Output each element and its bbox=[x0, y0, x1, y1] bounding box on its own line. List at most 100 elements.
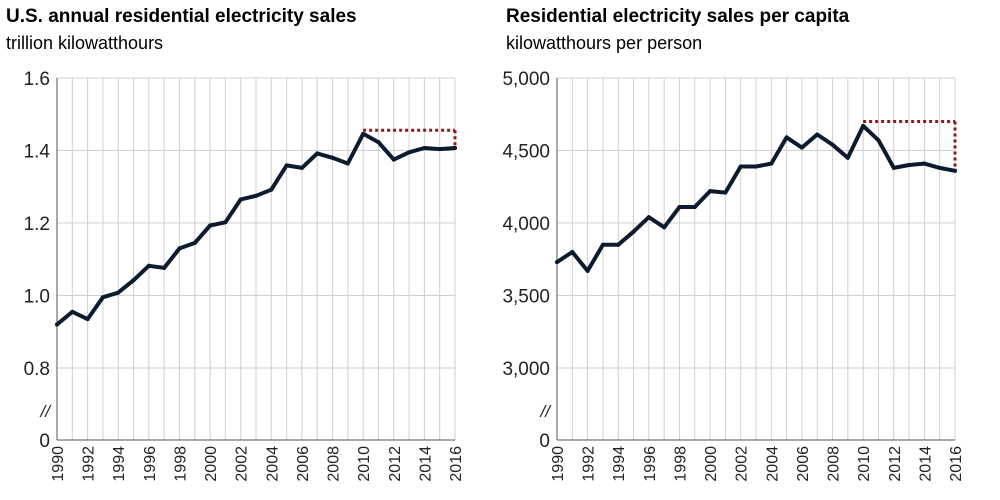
data-point bbox=[646, 215, 651, 220]
axis-break-marker: // bbox=[540, 402, 553, 421]
chart-per-capita: 0 3,000 3,500 4,000 4,500 5,000 // 1990 1992 1994… bbox=[502, 69, 965, 482]
data-point bbox=[407, 150, 412, 155]
data-point bbox=[422, 145, 427, 150]
data-point bbox=[769, 161, 774, 166]
x-tick-label: 2016 bbox=[448, 446, 465, 482]
chart-panel-total-sales: 0 0.8 1.0 1.2 1.4 1.6 // 1990 1992 1994 1996 1998 20… bbox=[0, 0, 490, 500]
x-tick-label: 2012 bbox=[887, 446, 904, 482]
x-tick-label: 2006 bbox=[295, 446, 312, 482]
y-tick-label: 3,000 bbox=[502, 359, 550, 380]
x-tick-label: 2012 bbox=[387, 446, 404, 482]
data-point bbox=[55, 322, 59, 327]
data-point bbox=[238, 197, 243, 202]
data-point bbox=[585, 268, 590, 273]
x-tick-label: 2002 bbox=[234, 446, 251, 482]
y-tick-label: 1.4 bbox=[24, 142, 51, 163]
data-point bbox=[784, 135, 789, 140]
data-point bbox=[799, 145, 804, 150]
data-point bbox=[861, 123, 866, 128]
y-tick-label: 0.8 bbox=[24, 359, 50, 380]
data-point bbox=[223, 220, 228, 225]
data-point bbox=[453, 145, 457, 150]
x-tick-label: 2010 bbox=[856, 446, 873, 482]
data-point bbox=[692, 205, 697, 210]
data-point bbox=[146, 263, 151, 268]
y-tick-label: 0 bbox=[39, 431, 50, 452]
x-tick-label: 1994 bbox=[611, 446, 628, 482]
data-point bbox=[162, 265, 167, 270]
y-tick-label: 5,000 bbox=[502, 69, 550, 90]
chart-panel-per-capita: 0 3,000 3,500 4,000 4,500 5,000 // 1990 1992 1994… bbox=[500, 0, 990, 500]
x-tick-label: 2004 bbox=[264, 446, 281, 482]
x-tick-label: 2006 bbox=[795, 446, 812, 482]
data-point bbox=[631, 229, 636, 234]
x-tick-label: 2014 bbox=[417, 446, 434, 482]
data-point bbox=[284, 163, 289, 168]
x-tick-label: 2008 bbox=[326, 446, 343, 482]
data-point bbox=[616, 242, 621, 247]
data-point bbox=[177, 246, 182, 251]
data-point bbox=[845, 155, 850, 160]
data-point bbox=[738, 164, 743, 169]
data-point bbox=[330, 155, 335, 160]
data-point bbox=[345, 161, 350, 166]
data-point bbox=[315, 151, 320, 156]
y-tick-label: 0 bbox=[539, 431, 550, 452]
x-tick-label: 1990 bbox=[550, 446, 567, 482]
x-tick-label: 2014 bbox=[917, 446, 934, 482]
data-point bbox=[555, 260, 559, 265]
y-tick-label: 1.6 bbox=[24, 69, 50, 90]
x-tick-label: 2016 bbox=[948, 446, 965, 482]
data-point bbox=[662, 225, 667, 230]
data-point bbox=[723, 190, 728, 195]
data-point bbox=[677, 205, 682, 210]
chart-title: U.S. annual residential electricity sale… bbox=[6, 6, 357, 27]
data-point bbox=[815, 132, 820, 137]
data-point bbox=[208, 223, 213, 228]
chart-title: Residential electricity sales per capita bbox=[506, 6, 850, 27]
data-point bbox=[192, 240, 197, 245]
data-point bbox=[891, 165, 896, 170]
y-tick-label: 4,000 bbox=[502, 214, 550, 235]
data-point bbox=[754, 164, 758, 169]
data-point bbox=[876, 138, 881, 143]
data-point bbox=[131, 278, 136, 283]
axis-break-marker: // bbox=[40, 402, 53, 421]
data-point bbox=[391, 157, 396, 162]
chart-total-sales: 0 0.8 1.0 1.2 1.4 1.6 // 1990 1992 1994 1996 1998 20… bbox=[24, 69, 465, 482]
x-tick-label: 1994 bbox=[111, 446, 128, 482]
data-point bbox=[830, 142, 835, 147]
y-tick-label: 1.2 bbox=[24, 214, 50, 235]
x-tick-label: 2004 bbox=[764, 446, 781, 482]
x-tick-label: 1998 bbox=[172, 446, 189, 482]
data-point bbox=[922, 161, 927, 166]
data-point bbox=[299, 165, 304, 170]
data-point bbox=[907, 163, 912, 167]
y-tick-label: 1.0 bbox=[24, 287, 50, 308]
data-point bbox=[570, 250, 575, 254]
x-tick-label: 2002 bbox=[734, 446, 751, 482]
data-point bbox=[254, 193, 258, 198]
data-point bbox=[269, 187, 274, 192]
data-point bbox=[953, 168, 957, 173]
x-tick-label: 1998 bbox=[672, 446, 689, 482]
data-point bbox=[100, 295, 105, 300]
x-tick-label: 2000 bbox=[703, 446, 720, 482]
x-tick-label: 2008 bbox=[826, 446, 843, 482]
x-tick-label: 1992 bbox=[81, 446, 98, 482]
x-tick-label: 1992 bbox=[581, 446, 598, 482]
chart-subtitle: trillion kilowatthours bbox=[6, 33, 164, 53]
data-point bbox=[70, 309, 75, 314]
x-tick-label: 1990 bbox=[50, 446, 67, 482]
x-tick-label: 2000 bbox=[203, 446, 220, 482]
data-point bbox=[361, 131, 366, 136]
data-point bbox=[437, 147, 442, 152]
data-point bbox=[600, 242, 605, 247]
chart-subtitle: kilowatthours per person bbox=[506, 33, 703, 53]
data-point bbox=[85, 317, 90, 322]
x-tick-label: 1996 bbox=[142, 446, 159, 482]
data-point bbox=[376, 140, 381, 145]
x-tick-label: 2010 bbox=[356, 446, 373, 482]
x-tick-label: 1996 bbox=[642, 446, 659, 482]
y-tick-label: 3,500 bbox=[502, 287, 550, 308]
